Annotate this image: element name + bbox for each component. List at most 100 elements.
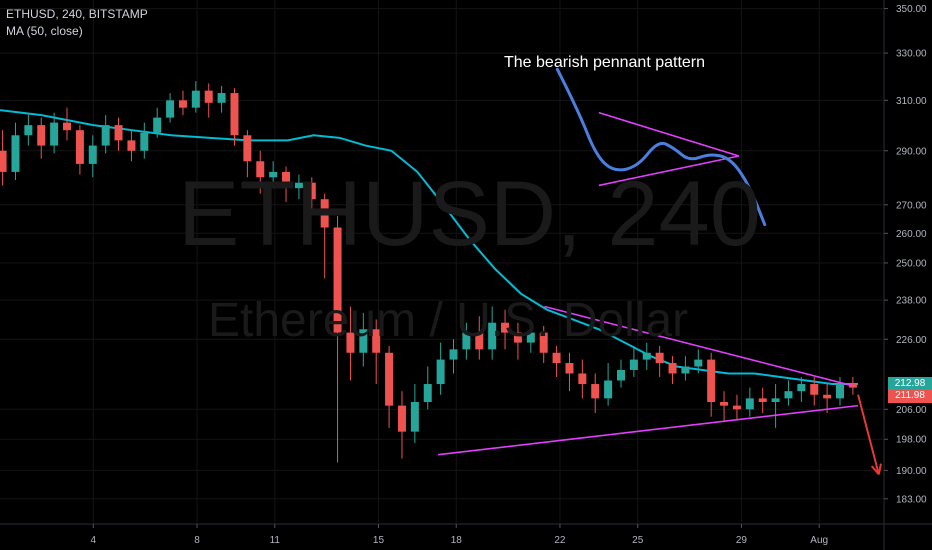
sketch-price-path xyxy=(555,67,767,227)
y-tick-label: 250.00 xyxy=(896,258,927,269)
y-tick-label: 260.00 xyxy=(896,229,927,240)
candlestick-series xyxy=(0,81,857,463)
time-axis[interactable]: 4 8 11 15 18 22 25 29 Aug xyxy=(91,524,829,546)
candle-body xyxy=(37,125,46,146)
y-tick-label: 226.00 xyxy=(896,335,927,346)
symbol-legend[interactable]: ETHUSD, 240, BITSTAMP xyxy=(6,7,148,21)
candle-body xyxy=(256,161,265,178)
candle-body xyxy=(11,135,20,172)
x-tick-label: 4 xyxy=(91,535,97,546)
breakdown-arrow-shaft xyxy=(857,394,880,475)
y-tick-label: 350.00 xyxy=(896,4,927,15)
candle-body xyxy=(24,125,33,136)
candle-body xyxy=(385,352,394,406)
pennant-lower-trendline xyxy=(438,404,859,456)
candle-body xyxy=(462,332,471,350)
candle-body xyxy=(501,322,510,333)
candle-body xyxy=(346,332,355,353)
candle-body xyxy=(282,171,291,189)
y-tick-label: 330.00 xyxy=(896,49,927,60)
y-tick-label: 238.00 xyxy=(896,296,927,307)
candle-body xyxy=(243,135,252,162)
drawing-layer xyxy=(438,67,882,476)
candle-body xyxy=(707,359,716,402)
candle-body xyxy=(745,398,754,410)
y-tick-label: 183.00 xyxy=(896,494,927,505)
candle-body xyxy=(526,332,535,343)
candle-body xyxy=(552,352,561,364)
candle-body xyxy=(475,332,484,350)
candle-body xyxy=(681,366,690,374)
candle-body xyxy=(410,401,419,432)
candle-body xyxy=(539,332,548,353)
y-tick-label: 290.00 xyxy=(896,146,927,157)
candle-body xyxy=(449,349,458,360)
candle-body xyxy=(140,132,149,151)
moving-average-layer xyxy=(0,109,859,386)
candle-body xyxy=(668,363,677,374)
pattern-annotation-text[interactable]: The bearish pennant pattern xyxy=(504,54,706,71)
breakdown-arrow-head xyxy=(877,463,882,475)
breakdown-arrow-head xyxy=(870,465,880,476)
candle-body xyxy=(642,352,651,360)
x-tick-label: 18 xyxy=(451,535,463,546)
candle-body xyxy=(591,384,600,399)
candle-body xyxy=(797,384,806,392)
indicator-legend[interactable]: MA (50, close) xyxy=(6,24,83,38)
x-tick-label: 22 xyxy=(554,535,566,546)
candle-body xyxy=(720,401,729,406)
candle-body xyxy=(629,359,638,370)
candle-body xyxy=(88,145,97,164)
candle-body xyxy=(230,93,239,136)
candle-body xyxy=(771,398,780,402)
x-tick-label: 8 xyxy=(194,535,200,546)
y-tick-label: 190.00 xyxy=(896,466,927,477)
candle-body xyxy=(191,90,200,108)
y-tick-label: 198.00 xyxy=(896,435,927,446)
candle-body xyxy=(784,391,793,399)
x-tick-label: 25 xyxy=(632,535,644,546)
candle-body xyxy=(217,93,226,103)
candle-body xyxy=(397,405,406,432)
chart-legend: ETHUSD, 240, BITSTAMP MA (50, close) xyxy=(6,6,148,40)
candle-body xyxy=(372,329,381,353)
candle-body xyxy=(488,322,497,350)
sketch-pennant-lower xyxy=(598,155,739,187)
candle-body xyxy=(732,405,741,410)
candle-body xyxy=(166,100,175,118)
candle-body xyxy=(204,90,213,103)
x-tick-label: 15 xyxy=(373,535,385,546)
y-tick-label: 310.00 xyxy=(896,96,927,107)
candle-body xyxy=(114,125,123,141)
pennant-upper-trendline xyxy=(544,305,854,387)
candle-body xyxy=(50,122,59,146)
candle-body xyxy=(294,182,303,189)
candle-body xyxy=(307,182,316,200)
candle-body xyxy=(513,332,522,343)
candle-body xyxy=(127,140,136,151)
candle-body xyxy=(269,171,278,178)
candle-body xyxy=(694,359,703,367)
candle-body xyxy=(578,373,587,385)
x-tick-label: Aug xyxy=(810,535,828,546)
candle-body xyxy=(810,384,819,395)
candle-body xyxy=(423,384,432,402)
candle-body xyxy=(655,352,664,364)
candle-body xyxy=(848,384,857,388)
price-axis[interactable]: 350.00 330.00 310.00 290.00 270.00 260.00 250.… xyxy=(884,4,927,505)
candle-body xyxy=(823,394,832,399)
sketch-pennant-upper xyxy=(598,111,740,157)
candle-body xyxy=(320,199,329,228)
candle-body xyxy=(178,100,187,108)
candle-body xyxy=(333,227,342,333)
candle-body xyxy=(0,150,7,172)
candle-body xyxy=(565,363,574,374)
candle-body xyxy=(75,130,84,164)
x-tick-label: 29 xyxy=(736,535,748,546)
last-price-tag: 211.98 xyxy=(888,388,932,403)
candle-body xyxy=(359,329,368,353)
y-tick-label: 270.00 xyxy=(896,200,927,211)
candle-body xyxy=(616,369,625,381)
